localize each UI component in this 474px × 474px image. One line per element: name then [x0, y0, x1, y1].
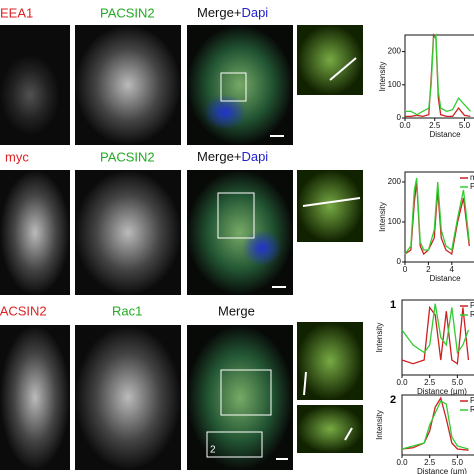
data-line	[404, 181, 470, 256]
merge-label: Merge+Dapi	[197, 149, 268, 164]
channel-label: PACSIN2	[0, 303, 47, 318]
x-axis-label: Distance (µm)	[417, 387, 467, 396]
merge-label: Merge+	[197, 149, 241, 164]
y-axis-label: Intensity	[375, 323, 384, 353]
x-tick-label: 2	[426, 265, 431, 274]
plot-area	[401, 394, 474, 456]
y-tick-label: 200	[388, 177, 402, 186]
legend-label: Rac1	[470, 405, 474, 414]
x-tick-label: 0.0	[399, 121, 411, 130]
x-tick-label: 2.5	[429, 121, 441, 130]
data-line	[405, 33, 471, 116]
data-line	[401, 303, 470, 355]
panel-label: 2	[390, 394, 396, 406]
inset-label: 2	[210, 445, 216, 456]
legend-label: PACSIN2	[470, 396, 474, 405]
dapi-label: Dapi	[241, 5, 268, 20]
y-tick-label: 0	[397, 257, 402, 266]
y-tick-label: 100	[388, 80, 402, 89]
x-axis-label: Distance (µm)	[417, 467, 467, 474]
data-line	[401, 400, 469, 450]
x-tick-label: 2.5	[424, 458, 436, 467]
x-tick-label: 5.0	[452, 458, 464, 467]
plot-area	[401, 299, 474, 376]
row-labels: EEA1 PACSIN2 Merge+Dapi myc PACSIN2 Merg…	[0, 5, 268, 455]
data-line	[404, 177, 470, 255]
x-tick-label: 0	[403, 265, 408, 274]
y-tick-label: 200	[388, 47, 402, 56]
x-tick-label: 2.5	[424, 378, 436, 387]
y-axis-label: Intensity	[378, 62, 387, 92]
x-axis-label: Distance	[429, 274, 461, 283]
plot-area	[404, 34, 474, 119]
channel-label: Rac1	[112, 303, 142, 318]
channel-label: PACSIN2	[100, 5, 155, 20]
x-tick-label: 0.0	[396, 378, 408, 387]
y-axis-label: Intensity	[378, 202, 387, 232]
merge-label: Merge	[218, 303, 255, 318]
x-tick-label: 5.0	[459, 121, 471, 130]
legend-label: PACSIN2	[470, 182, 474, 191]
plot-area	[404, 171, 474, 263]
panel-label: 1	[390, 299, 396, 311]
micrographs	[0, 25, 363, 470]
y-tick-label: 0	[397, 113, 402, 122]
y-tick-label: 100	[388, 217, 402, 226]
legend-label: Rac1	[470, 310, 474, 319]
dapi-label: Dapi	[241, 149, 268, 164]
channel-label: myc	[5, 149, 29, 164]
channel-label: PACSIN2	[100, 149, 155, 164]
merge-label: Merge+	[197, 5, 241, 20]
x-tick-label: 4	[450, 265, 455, 274]
merge-label: Merge+Dapi	[197, 5, 268, 20]
y-axis-label: Intensity	[375, 410, 384, 440]
x-tick-label: 0.0	[396, 458, 408, 467]
x-axis-label: Distance	[429, 130, 461, 139]
legend-label: myc	[470, 173, 474, 182]
legend-label: PACSIN2	[470, 301, 474, 310]
x-tick-label: 5.0	[452, 378, 464, 387]
data-line	[401, 305, 470, 365]
channel-label: EEA1	[0, 5, 33, 20]
data-line	[401, 396, 469, 451]
